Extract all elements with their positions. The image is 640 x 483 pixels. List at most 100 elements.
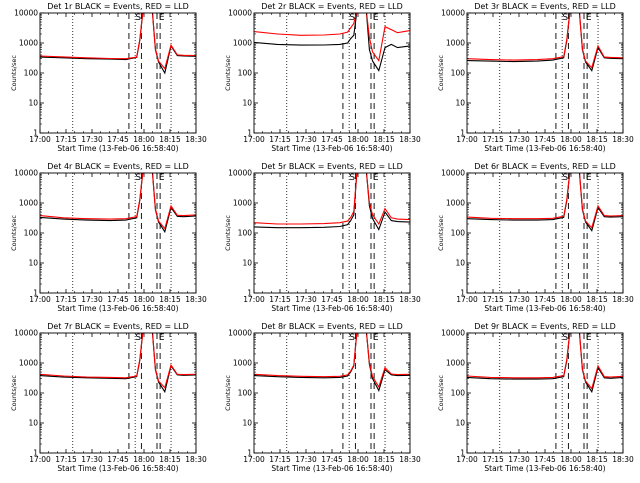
- y-tick-label: 10: [455, 259, 465, 268]
- y-tick-label: 1: [460, 449, 465, 458]
- y-tick-label: 1: [460, 129, 465, 138]
- guide-lines: [499, 173, 599, 293]
- x-tick-label: 18:15: [586, 455, 608, 464]
- y-tick-label: 10000: [441, 169, 465, 178]
- x-tick-label: 18:15: [373, 135, 395, 144]
- x-tick-label: 17:45: [107, 135, 129, 144]
- x-tick-label: 17:30: [295, 135, 317, 144]
- series-line-lld: [40, 333, 196, 389]
- x-tick-label: 17:45: [534, 455, 556, 464]
- y-tick-label: 10000: [14, 9, 38, 18]
- marker-label: S: [349, 13, 355, 23]
- y-tick-label: 1: [247, 289, 252, 298]
- x-tick-label: 17:00: [456, 135, 478, 144]
- x-tick-label: 17:30: [508, 455, 530, 464]
- y-axis-label: Counts/sec: [10, 215, 18, 251]
- y-tick-label: 10: [28, 419, 38, 428]
- panel-svg: Det 7r BLACK = Events, RED = LLD S E 1 10 100…: [10, 322, 207, 473]
- panel-title: Det 2r BLACK = Events, RED = LLD: [261, 2, 403, 11]
- marker-label: E: [159, 333, 165, 343]
- x-tick-label: 17:00: [243, 135, 265, 144]
- x-tick-label: 18:00: [560, 455, 582, 464]
- x-tick-label: 17:15: [269, 455, 291, 464]
- panel-title: Det 3r BLACK = Events, RED = LLD: [474, 2, 616, 11]
- x-tick-label: 17:00: [456, 455, 478, 464]
- marker-label: S: [135, 13, 141, 23]
- marker-label: E: [159, 173, 165, 183]
- y-tick-label: 1000: [446, 359, 465, 368]
- x-tick-label: 17:00: [29, 295, 51, 304]
- x-tick-label: 18:30: [612, 455, 634, 464]
- x-tick-label: 17:15: [55, 135, 77, 144]
- panel-svg: Det 9r BLACK = Events, RED = LLD S E 1 10 100…: [437, 322, 634, 473]
- x-tick-label: 18:00: [560, 295, 582, 304]
- guide-lines: [72, 173, 172, 293]
- x-tick-label: 18:00: [133, 295, 155, 304]
- plot-frame: [39, 172, 197, 294]
- series-line-lld: [254, 13, 410, 62]
- x-tick-label: 17:15: [482, 455, 504, 464]
- y-axis-label: Counts/sec: [224, 215, 232, 251]
- x-tick-label: 17:45: [321, 455, 343, 464]
- x-tick-label: 18:30: [399, 295, 421, 304]
- x-tick-label: 17:15: [55, 455, 77, 464]
- x-tick-label: 17:15: [269, 135, 291, 144]
- y-tick-label: 1000: [446, 39, 465, 48]
- marker-label: E: [373, 333, 379, 343]
- y-tick-label: 10000: [14, 169, 38, 178]
- y-tick-label: 1: [460, 289, 465, 298]
- series-line-lld: [40, 13, 196, 70]
- panel-svg: Det 1r BLACK = Events, RED = LLD S E 1 10 100…: [10, 2, 207, 153]
- y-tick-label: 10000: [14, 329, 38, 338]
- plot-frame: [253, 332, 411, 454]
- x-tick-label: 17:00: [243, 295, 265, 304]
- x-tick-label: 17:30: [81, 295, 103, 304]
- x-tick-label: 17:15: [482, 295, 504, 304]
- marker-label: E: [586, 333, 592, 343]
- y-tick-label: 10000: [441, 329, 465, 338]
- marker-label: S: [349, 333, 355, 343]
- marker-label: E: [373, 173, 379, 183]
- x-axis-label: Start Time (13-Feb-06 16:58:40): [271, 304, 392, 313]
- series-line-lld: [467, 13, 623, 69]
- y-axis-label: Counts/sec: [437, 55, 445, 91]
- y-tick-label: 1000: [19, 39, 38, 48]
- plot-frame: [39, 12, 197, 134]
- y-tick-label: 10000: [228, 169, 252, 178]
- x-axis-label: Start Time (13-Feb-06 16:58:40): [57, 464, 178, 473]
- plot-frame: [253, 12, 411, 134]
- panel-svg: Det 6r BLACK = Events, RED = LLD S E 1 10 100…: [437, 162, 634, 313]
- x-tick-label: 17:00: [243, 455, 265, 464]
- y-tick-label: 100: [24, 69, 39, 78]
- x-tick-label: 17:30: [508, 135, 530, 144]
- y-tick-label: 10000: [441, 9, 465, 18]
- series-line-events: [40, 13, 196, 75]
- y-tick-label: 1000: [233, 39, 252, 48]
- y-tick-label: 100: [451, 229, 466, 238]
- x-tick-label: 18:15: [159, 135, 181, 144]
- x-tick-label: 17:45: [534, 135, 556, 144]
- panel-title: Det 9r BLACK = Events, RED = LLD: [474, 322, 616, 331]
- x-tick-label: 18:00: [347, 455, 369, 464]
- panel-title: Det 6r BLACK = Events, RED = LLD: [474, 162, 616, 171]
- x-tick-label: 18:30: [399, 455, 421, 464]
- x-tick-label: 18:15: [373, 455, 395, 464]
- x-tick-label: 17:15: [55, 295, 77, 304]
- y-tick-label: 1000: [19, 199, 38, 208]
- y-tick-label: 1: [247, 449, 252, 458]
- y-axis-label: Counts/sec: [224, 55, 232, 91]
- panel-title: Det 7r BLACK = Events, RED = LLD: [47, 322, 189, 331]
- y-tick-label: 10: [455, 419, 465, 428]
- x-axis-label: Start Time (13-Feb-06 16:58:40): [484, 304, 605, 313]
- plot-frame: [466, 12, 624, 134]
- series-line-events: [467, 333, 623, 394]
- marker-label: S: [562, 333, 568, 343]
- y-tick-label: 10: [455, 99, 465, 108]
- y-axis-label: Counts/sec: [10, 375, 18, 411]
- marker-label: E: [373, 13, 379, 23]
- plot-frame: [466, 172, 624, 294]
- y-tick-label: 1000: [233, 199, 252, 208]
- y-tick-label: 1: [33, 129, 38, 138]
- x-tick-label: 17:00: [29, 455, 51, 464]
